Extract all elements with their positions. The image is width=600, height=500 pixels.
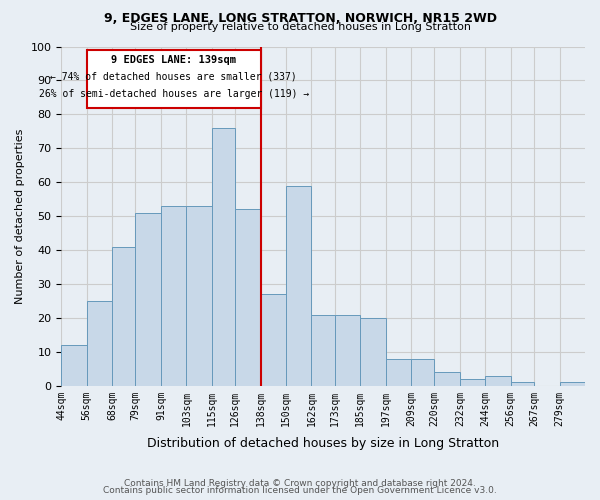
Y-axis label: Number of detached properties: Number of detached properties <box>15 128 25 304</box>
Bar <box>286 186 311 386</box>
X-axis label: Distribution of detached houses by size in Long Stratton: Distribution of detached houses by size … <box>147 437 499 450</box>
Bar <box>511 382 534 386</box>
FancyBboxPatch shape <box>87 50 260 108</box>
Text: 26% of semi-detached houses are larger (119) →: 26% of semi-detached houses are larger (… <box>38 89 309 99</box>
Bar <box>161 206 187 386</box>
Text: ← 74% of detached houses are smaller (337): ← 74% of detached houses are smaller (33… <box>50 72 297 82</box>
Bar <box>212 128 235 386</box>
Bar <box>360 318 386 386</box>
Bar <box>61 345 87 386</box>
Bar <box>87 301 112 386</box>
Text: 9 EDGES LANE: 139sqm: 9 EDGES LANE: 139sqm <box>111 55 236 65</box>
Bar <box>460 379 485 386</box>
Bar <box>434 372 460 386</box>
Text: Size of property relative to detached houses in Long Stratton: Size of property relative to detached ho… <box>130 22 470 32</box>
Bar <box>187 206 212 386</box>
Bar <box>136 212 161 386</box>
Bar <box>260 294 286 386</box>
Bar <box>485 376 511 386</box>
Bar <box>335 314 360 386</box>
Bar <box>112 246 136 386</box>
Text: Contains HM Land Registry data © Crown copyright and database right 2024.: Contains HM Land Registry data © Crown c… <box>124 478 476 488</box>
Text: Contains public sector information licensed under the Open Government Licence v3: Contains public sector information licen… <box>103 486 497 495</box>
Bar <box>411 358 434 386</box>
Bar <box>311 314 335 386</box>
Bar <box>235 210 260 386</box>
Text: 9, EDGES LANE, LONG STRATTON, NORWICH, NR15 2WD: 9, EDGES LANE, LONG STRATTON, NORWICH, N… <box>104 12 497 26</box>
Bar <box>560 382 585 386</box>
Bar <box>386 358 411 386</box>
